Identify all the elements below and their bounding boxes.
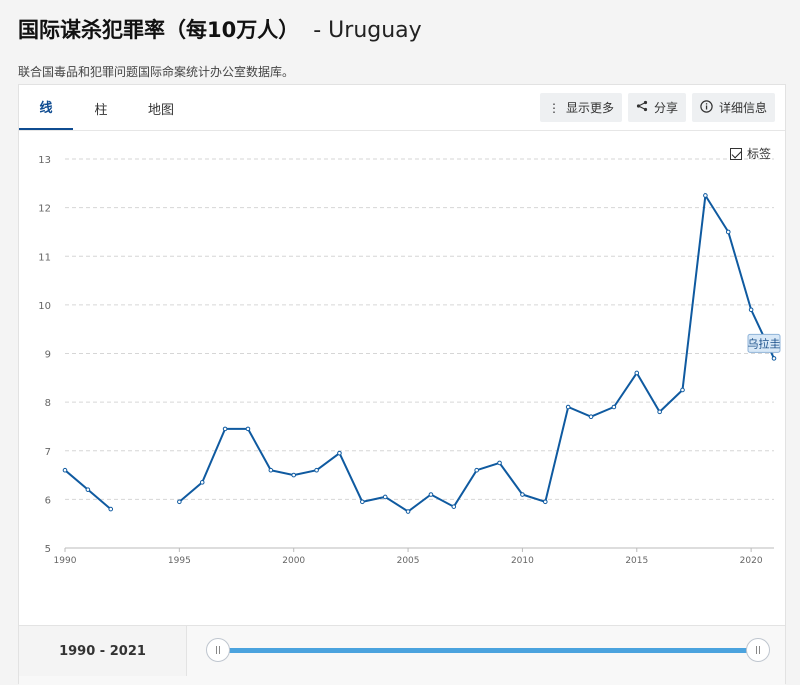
share-icon xyxy=(636,100,648,115)
show-more-label: 显示更多 xyxy=(565,101,614,115)
data-point xyxy=(748,307,754,313)
data-point xyxy=(108,506,114,512)
label-toggle-text: 标签 xyxy=(746,147,771,161)
range-end-handle[interactable] xyxy=(746,638,770,662)
data-point xyxy=(199,480,205,485)
checkbox-checked-icon[interactable] xyxy=(729,147,742,160)
data-source: 联合国毒品和犯罪问题国际命案统计办公室数据库。 xyxy=(18,65,295,79)
data-point xyxy=(565,404,571,410)
details-label: 详细信息 xyxy=(718,101,767,115)
data-point xyxy=(428,492,434,497)
line-chart: 5 6 7 8 9 10 11 12 13 1990 1995 2000 2005 2010 2015 202… xyxy=(38,155,781,566)
y-tick-label: 7 xyxy=(45,447,51,458)
data-point xyxy=(268,467,274,473)
series-label-box xyxy=(747,333,781,353)
country-name: - Uruguay xyxy=(313,18,422,43)
range-bar: 1990 - 2021 xyxy=(19,625,785,685)
data-point xyxy=(314,467,319,473)
range-label: 1990 - 2021 xyxy=(19,626,187,676)
data-point xyxy=(177,499,182,505)
data-point xyxy=(634,370,640,376)
x-tick-label: 2015 xyxy=(625,556,648,566)
data-point xyxy=(725,229,731,235)
y-tick-label: 5 xyxy=(45,544,51,555)
y-tick-label: 12 xyxy=(38,204,51,215)
more-vertical-icon: ⋮ xyxy=(547,100,560,115)
data-point xyxy=(291,472,297,478)
data-point xyxy=(222,426,228,432)
tab-map[interactable]: 地图 xyxy=(147,102,174,118)
data-point xyxy=(360,499,365,505)
data-point xyxy=(497,460,502,466)
y-tick-label: 13 xyxy=(38,155,51,166)
data-point xyxy=(62,467,68,473)
page-title-row: 国际谋杀犯罪率（每10万人） - Uruguay xyxy=(18,14,422,44)
data-point xyxy=(337,450,342,456)
data-point xyxy=(382,494,388,500)
chart-tabs: 线 柱 地图 xyxy=(19,85,195,131)
share-button[interactable]: 分享 xyxy=(627,93,686,122)
data-point xyxy=(588,414,594,420)
x-tick-label: 2020 xyxy=(740,556,763,566)
x-tick-label: 1990 xyxy=(54,556,77,566)
data-point xyxy=(680,387,685,393)
x-tick-label: 2005 xyxy=(397,556,420,566)
chart-actions: ⋮ 显示更多 分享 详细信息 xyxy=(539,93,775,122)
x-tick-label: 2000 xyxy=(282,556,305,566)
data-point xyxy=(245,426,251,432)
tab-divider xyxy=(19,130,785,131)
data-point xyxy=(520,492,525,497)
chart-panel: 线 柱 地图 ⋮ 显示更多 分享 详细信息 5 6 7 8 9 10 11 12 13 1990 1… xyxy=(18,84,786,685)
y-tick-label: 9 xyxy=(45,350,51,361)
x-tick-label: 2010 xyxy=(511,556,534,566)
share-label: 分享 xyxy=(653,101,678,115)
y-tick-label: 11 xyxy=(38,252,51,263)
chart-area: 5 6 7 8 9 10 11 12 13 1990 1995 2000 2005 2010 2015 202… xyxy=(19,131,785,623)
data-point xyxy=(611,404,617,410)
data-point xyxy=(771,356,777,361)
label-toggle[interactable]: 标签 xyxy=(729,145,771,162)
data-point xyxy=(405,509,411,514)
details-button[interactable]: 详细信息 xyxy=(691,93,775,122)
tab-line[interactable]: 线 xyxy=(19,85,73,131)
data-point xyxy=(703,193,708,198)
page-title: 国际谋杀犯罪率（每10万人） xyxy=(18,18,300,42)
y-tick-label: 6 xyxy=(45,495,51,506)
range-start-handle[interactable] xyxy=(206,638,230,662)
show-more-button[interactable]: ⋮ 显示更多 xyxy=(539,93,622,122)
y-tick-label: 10 xyxy=(38,301,51,312)
tab-bar[interactable]: 柱 xyxy=(94,102,108,118)
series-label: 乌拉圭 xyxy=(748,336,781,350)
data-point xyxy=(85,487,91,492)
data-point xyxy=(657,409,662,415)
x-tick-label: 1995 xyxy=(168,556,191,566)
data-point xyxy=(474,467,479,473)
data-point xyxy=(542,499,548,505)
range-slider-track[interactable] xyxy=(224,648,759,653)
info-icon xyxy=(700,99,713,116)
y-tick-label: 8 xyxy=(45,398,51,409)
data-point xyxy=(451,504,457,509)
